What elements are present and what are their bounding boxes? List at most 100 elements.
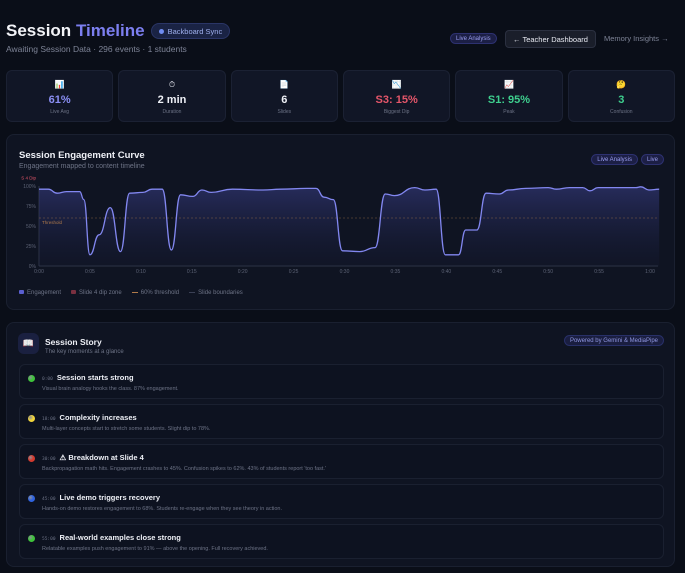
story-item-desc: Hands-on demo restores engagement to 68%… [42, 506, 283, 512]
story-item-time: 30:00 [42, 457, 56, 462]
live-analysis-pill: Live Analysis [591, 154, 638, 165]
status-dot-icon [28, 415, 35, 422]
chart-title: Session Engagement Curve [19, 150, 145, 161]
stat-value: 2 min [157, 94, 187, 106]
peak-icon: 📈 [503, 80, 514, 89]
story-item[interactable]: 0:00 Session starts strong Visual brain … [19, 364, 664, 399]
page-title: Session Timeline [6, 21, 145, 41]
story-item-time: 45:00 [42, 497, 56, 502]
live-avg-icon: 📊 [54, 80, 65, 89]
live-analysis-badge: Live Analysis [450, 33, 497, 44]
stat-card-biggest-dip: 📉 S3: 15% Biggest Dip [342, 70, 451, 122]
title-accent: Timeline [75, 21, 145, 40]
book-icon: 📖 [18, 333, 39, 354]
story-item-head: 55:00 Real-world examples close strong [42, 533, 181, 542]
stat-value: S1: 95% [487, 94, 531, 106]
x-tick-label: 1:00 [645, 269, 655, 275]
dip-label: S 4 Dip [21, 176, 36, 181]
x-tick-label: 0:10 [136, 269, 146, 275]
x-tick-label: 0:05 [85, 269, 95, 275]
stat-value: 61% [48, 94, 71, 106]
x-tick-label: 0:50 [543, 269, 553, 275]
session-story-card: 📖 Session Story The key moments at a gla… [6, 322, 675, 567]
stat-value: 6 [281, 94, 288, 106]
status-dot-icon [28, 495, 35, 502]
memory-insights-link[interactable]: Memory Insights → [604, 34, 669, 43]
y-tick-label: 100% [23, 184, 36, 190]
story-item-title: Session starts strong [56, 373, 134, 382]
status-dot-icon [28, 455, 35, 462]
title-text: Session [6, 21, 72, 40]
backboard-sync-badge: Backboard Sync [150, 23, 231, 39]
duration-icon: ⏱ [168, 80, 176, 89]
story-item-title: Complexity increases [59, 413, 137, 422]
page-subtitle: Awaiting Session Data · 296 events · 1 s… [6, 44, 187, 54]
stat-card-confusion: 🤔 3 Confusion [567, 70, 675, 122]
stat-value: 3 [618, 94, 625, 106]
stat-label: Slides [277, 109, 292, 115]
story-item[interactable]: 55:00 Real-world examples close strong R… [19, 524, 664, 559]
legend-dip-zone: Slide 4 dip zone [71, 290, 122, 296]
story-item[interactable]: 45:00 Live demo triggers recovery Hands-… [19, 484, 664, 519]
engagement-area [39, 186, 660, 266]
stats-row: 📊 61% Live Avg ⏱ 2 min Duration 📄 6 Slid… [6, 70, 675, 122]
stat-label: Biggest Dip [383, 109, 410, 115]
story-item-desc: Relatable examples push engagement to 91… [42, 546, 268, 552]
x-tick-label: 0:00 [34, 269, 44, 275]
sync-label: Backboard Sync [167, 26, 223, 36]
chart-legend: Engagement Slide 4 dip zone 60% threshol… [19, 290, 243, 296]
live-pill: Live [640, 154, 664, 165]
x-tick-label: 0:20 [238, 269, 248, 275]
stat-label: Live Avg [50, 109, 70, 115]
story-item-title: ⚠ Breakdown at Slide 4 [59, 453, 144, 462]
biggest-dip-icon: 📉 [391, 80, 402, 89]
story-subtitle: The key moments at a glance [45, 349, 124, 355]
confusion-icon: 🤔 [616, 80, 627, 89]
story-item-head: 0:00 Session starts strong [42, 373, 134, 382]
slides-icon: 📄 [279, 80, 290, 89]
stat-card-slides: 📄 6 Slides [230, 70, 338, 122]
x-tick-label: 0:35 [391, 269, 401, 275]
powered-by-badge: Powered by Gemini & MediaPipe [563, 335, 664, 346]
x-tick-label: 0:40 [441, 269, 451, 275]
story-item-time: 0:00 [42, 377, 53, 382]
threshold-label: Threshold [42, 220, 63, 225]
story-item-title: Live demo triggers recovery [59, 493, 161, 502]
x-tick-label: 0:30 [340, 269, 350, 275]
story-item-time: 18:00 [42, 417, 56, 422]
status-dot-icon [158, 28, 164, 34]
x-tick-label: 0:15 [187, 269, 197, 275]
story-item-head: 30:00 ⚠ Breakdown at Slide 4 [42, 453, 144, 462]
stat-value: S3: 15% [375, 94, 418, 106]
stat-label: Peak [503, 109, 515, 115]
stat-card-peak: 📈 S1: 95% Peak [455, 70, 563, 122]
engagement-chart-card: Session Engagement Curve Engagement mapp… [6, 134, 675, 310]
story-item-desc: Backpropagation math hits. Engagement cr… [42, 466, 326, 472]
stat-card-duration: ⏱ 2 min Duration [118, 70, 226, 122]
x-tick-label: 0:45 [492, 269, 502, 275]
header-title-row: Session Timeline Backboard Sync [6, 21, 231, 41]
story-item[interactable]: 30:00 ⚠ Breakdown at Slide 4 Backpropaga… [19, 444, 664, 479]
teacher-dashboard-button[interactable]: ← Teacher Dashboard [505, 30, 596, 48]
story-item-time: 55:00 [42, 537, 56, 542]
chart-subtitle: Engagement mapped to content timeline [19, 163, 145, 170]
engagement-line [39, 186, 660, 256]
stat-label: Confusion [610, 109, 633, 115]
y-tick-label: 75% [26, 204, 37, 210]
stat-label: Duration [162, 109, 182, 115]
story-item[interactable]: 18:00 Complexity increases Multi-layer c… [19, 404, 664, 439]
engagement-chart: 0% 25% 50% 75% 100% 0:00 0:05 0:10 0:15 0:20 0:25 0… [21, 176, 660, 275]
y-tick-label: 0% [29, 264, 37, 270]
legend-slide-boundaries: Slide boundaries [189, 290, 243, 296]
story-item-head: 45:00 Live demo triggers recovery [42, 493, 160, 502]
x-tick-label: 0:55 [594, 269, 604, 275]
story-item-desc: Visual brain analogy hooks the class. 87… [42, 386, 179, 392]
stat-card-live-avg: 📊 61% Live Avg [6, 70, 114, 122]
x-tick-label: 0:25 [289, 269, 299, 275]
legend-threshold: 60% threshold [131, 290, 179, 296]
y-tick-label: 50% [26, 224, 37, 230]
story-item-title: Real-world examples close strong [59, 533, 181, 542]
story-item-desc: Multi-layer concepts start to stretch so… [42, 426, 211, 432]
story-title: Session Story [45, 337, 102, 347]
status-dot-icon [28, 375, 35, 382]
